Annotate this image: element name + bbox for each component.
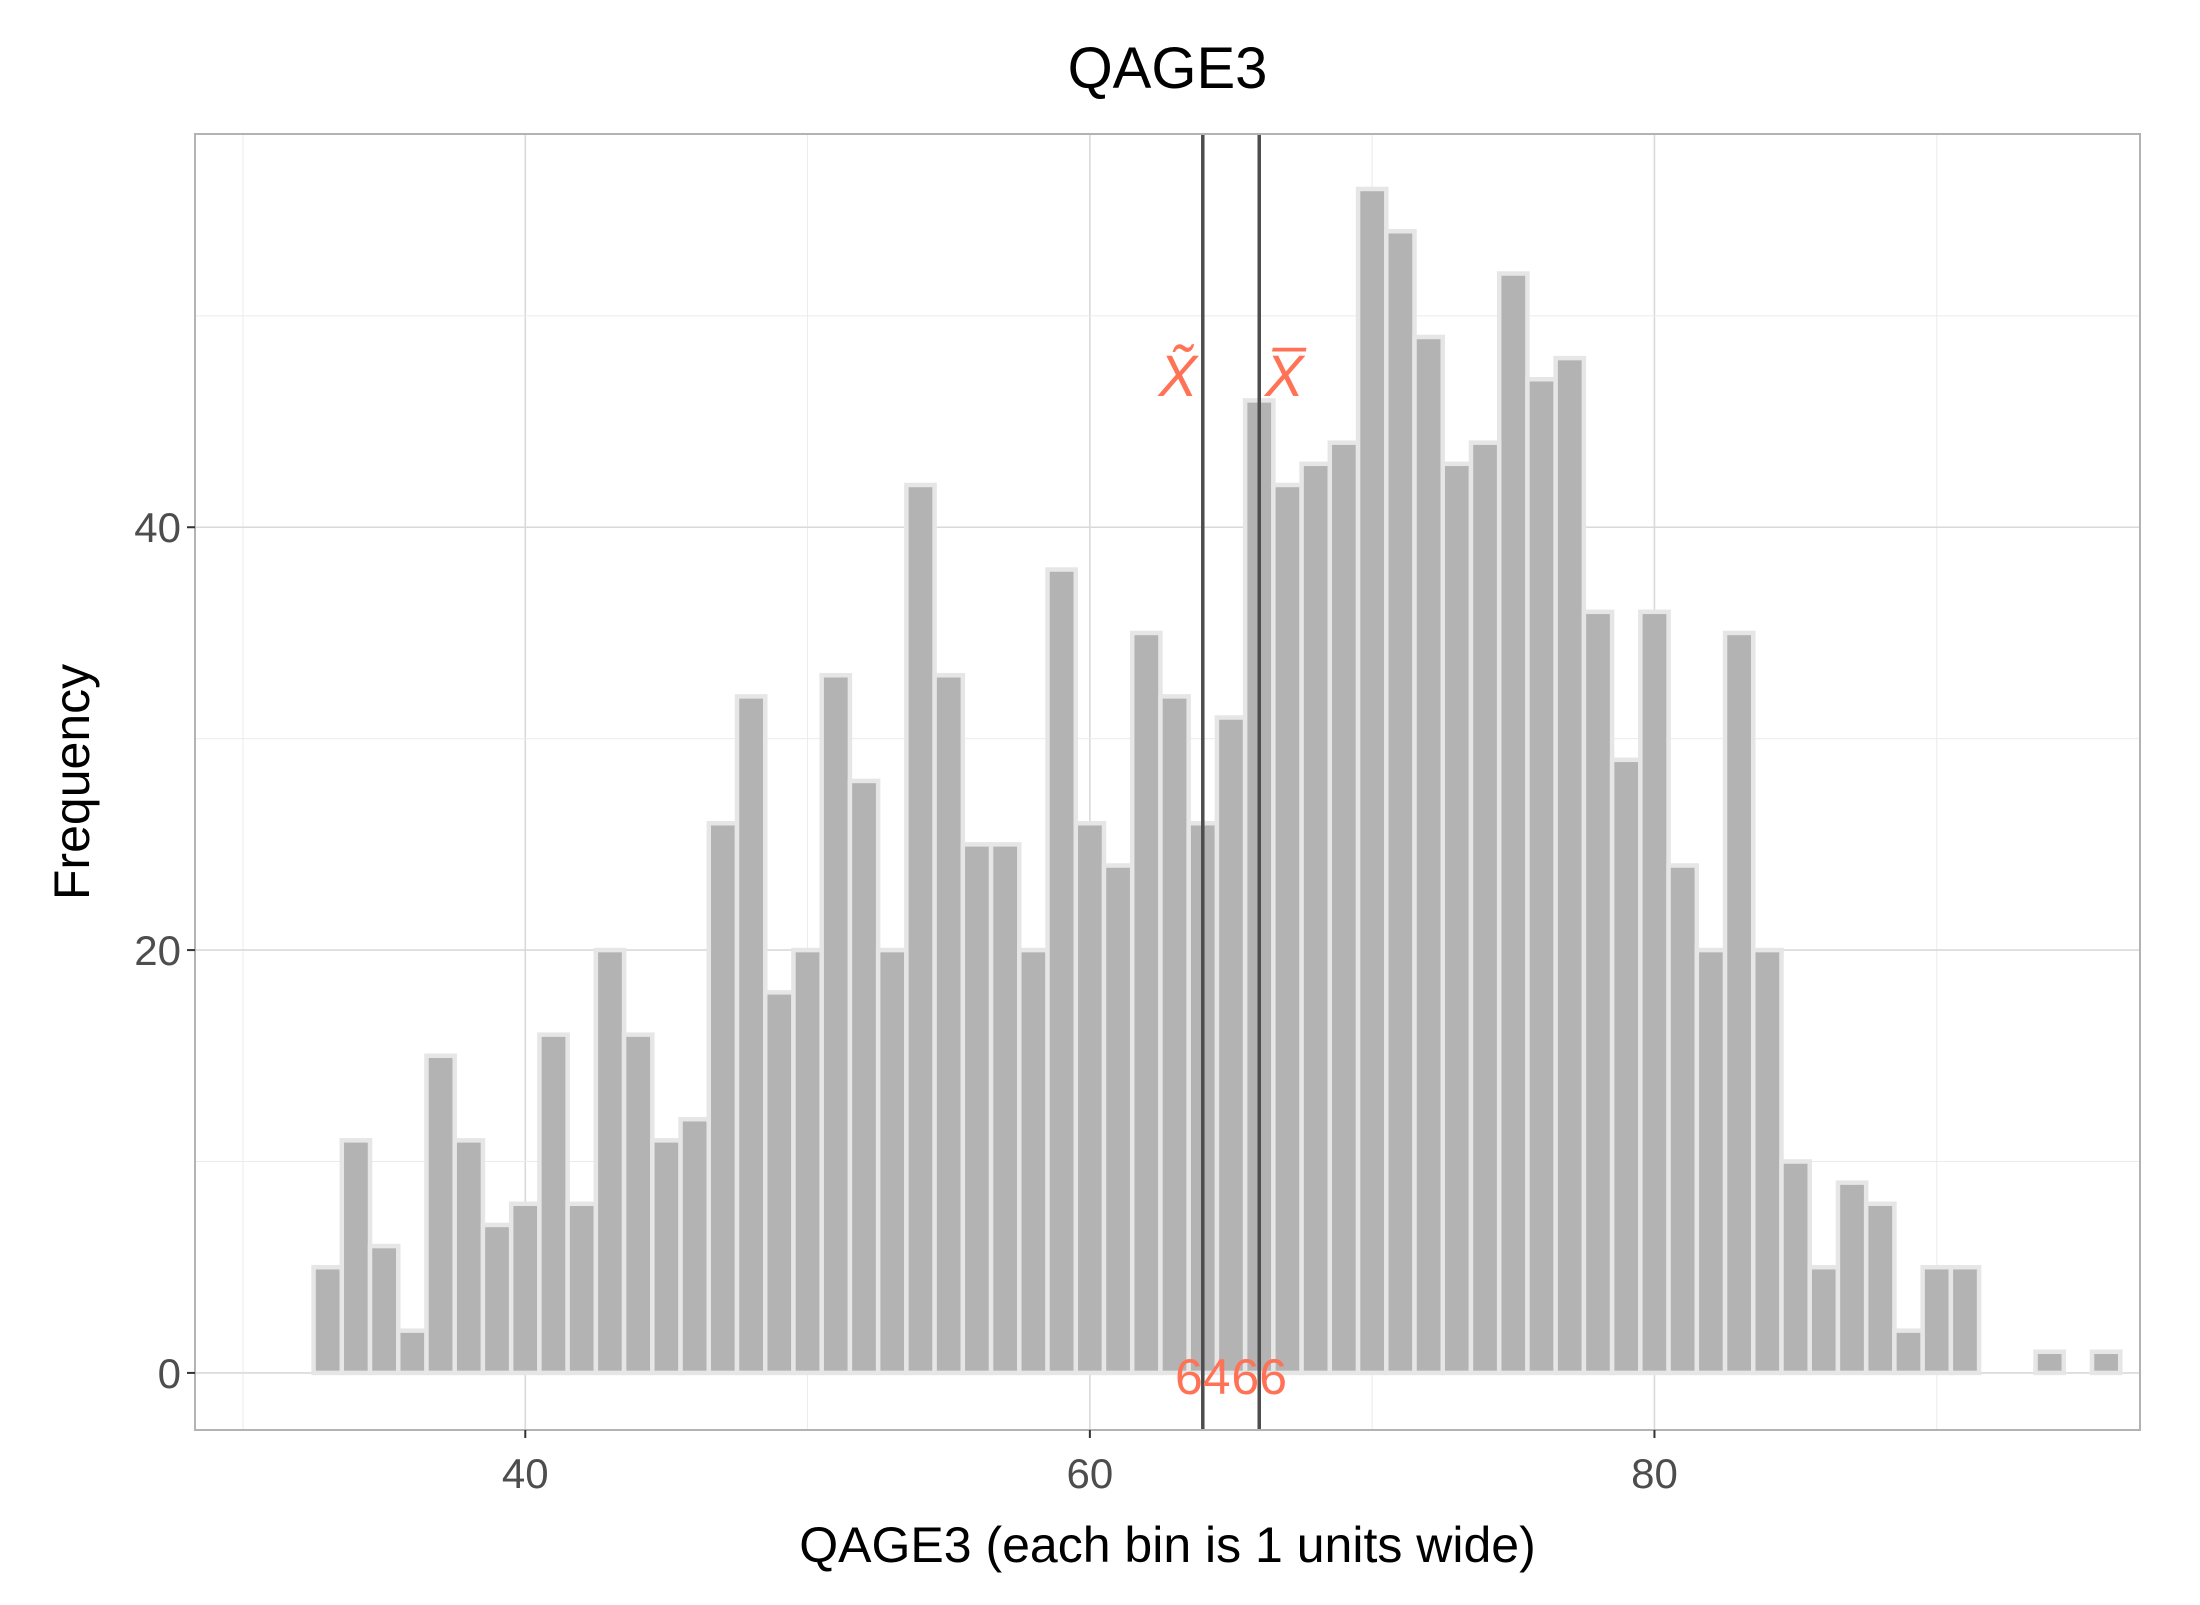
histogram-bar <box>1073 820 1107 1376</box>
histogram-bar <box>424 1053 457 1376</box>
histogram-bar <box>1271 482 1304 1376</box>
y-axis-label: Frequency <box>44 664 100 900</box>
histogram-bar <box>706 820 740 1376</box>
histogram-bar <box>960 842 994 1376</box>
panel-border <box>194 133 2141 1431</box>
histogram-bar <box>339 1138 373 1376</box>
histogram-bar <box>1920 1264 1954 1376</box>
histogram-bar <box>904 482 937 1376</box>
histogram-bar <box>1525 376 1558 1376</box>
histogram-bar <box>1017 947 1050 1376</box>
histogram-bar <box>1553 355 1587 1376</box>
histogram-bar <box>1384 229 1417 1376</box>
histogram-bars <box>311 186 2123 1376</box>
histogram-bar <box>1299 461 1333 1376</box>
histogram-bar <box>1468 440 1502 1376</box>
histogram-bar <box>1355 186 1389 1376</box>
histogram-bar <box>1638 609 1671 1376</box>
histogram-bar <box>1045 567 1079 1376</box>
histogram-bar <box>875 947 909 1376</box>
histogram-bar <box>650 1138 683 1376</box>
histogram-bar <box>1948 1264 1982 1376</box>
y-tick-label: 20 <box>134 927 181 974</box>
histogram-bar <box>537 1032 570 1376</box>
histogram-bar <box>1863 1201 1897 1376</box>
histogram-bar <box>1496 271 1530 1376</box>
reference-line-value: 64 <box>1175 1349 1231 1405</box>
histogram-bar <box>367 1243 401 1376</box>
histogram-bar <box>734 694 768 1376</box>
y-tick-label: 40 <box>134 504 181 551</box>
histogram-bar <box>1214 715 1248 1376</box>
histogram-bar <box>1666 863 1700 1376</box>
reference-line-value: 66 <box>1231 1349 1287 1405</box>
y-tick-label: 0 <box>158 1350 181 1397</box>
histogram-bar <box>1835 1180 1869 1376</box>
histogram-bar <box>1581 609 1615 1376</box>
histogram-bar <box>1412 334 1445 1376</box>
axis-ticks: 40 60 80 0 20 40 <box>134 504 1678 1497</box>
histogram-bar <box>1779 1159 1812 1376</box>
histogram-bar <box>819 672 853 1376</box>
histogram-bar <box>565 1201 599 1376</box>
histogram-bar <box>1129 630 1163 1376</box>
histogram-bar <box>1327 440 1361 1376</box>
histogram-bar <box>1722 630 1756 1376</box>
reference-lines <box>1201 134 1261 1430</box>
histogram-bar <box>1440 461 1474 1376</box>
histogram-bar <box>678 1116 712 1376</box>
histogram-bar <box>2033 1349 2067 1376</box>
histogram-bar <box>1892 1328 1925 1376</box>
reference-line-symbol: X̅ <box>1263 344 1307 409</box>
histogram-bar <box>396 1328 429 1376</box>
histogram-bar <box>2089 1349 2123 1376</box>
reference-line-symbol: X̃ <box>1156 344 1199 409</box>
x-axis-label: QAGE3 (each bin is 1 units wide) <box>799 1517 1535 1573</box>
histogram-bar <box>932 672 966 1376</box>
reference-annotations: X̃ 64 X̅ 66 <box>1156 344 1307 1405</box>
histogram-bar <box>508 1201 542 1376</box>
histogram-bar <box>593 947 627 1376</box>
histogram-bar <box>1158 694 1191 1376</box>
histogram-bar <box>311 1264 345 1376</box>
histogram-bar <box>621 1032 655 1376</box>
chart-title: QAGE3 <box>1068 36 1268 101</box>
x-tick-label: 60 <box>1067 1450 1114 1497</box>
histogram-bar <box>1751 947 1784 1376</box>
histogram-bar <box>1609 757 1643 1376</box>
histogram-bar <box>1694 947 1728 1376</box>
histogram-bar <box>480 1222 514 1376</box>
histogram-bar <box>452 1138 486 1376</box>
histogram-bar <box>1101 863 1135 1376</box>
histogram-bar <box>791 947 824 1376</box>
histogram-bar <box>988 842 1022 1376</box>
x-tick-label: 80 <box>1631 1450 1678 1497</box>
histogram-bar <box>1807 1264 1841 1376</box>
histogram-bar <box>847 778 881 1376</box>
x-tick-label: 40 <box>502 1450 549 1497</box>
histogram-bar <box>762 990 796 1376</box>
